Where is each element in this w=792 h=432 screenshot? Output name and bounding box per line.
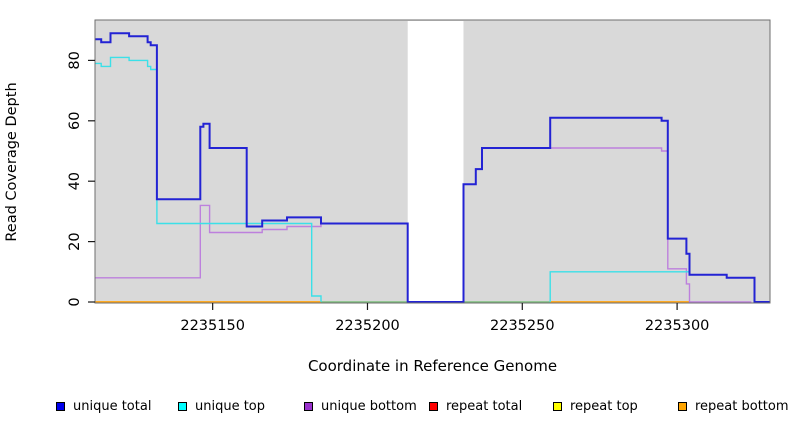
legend: unique total unique top unique bottom repea… xyxy=(0,398,792,418)
legend-label-unique-top: unique top xyxy=(195,399,266,414)
legend-label-repeat-top: repeat top xyxy=(570,399,638,414)
legend-swatch-unique-total xyxy=(56,402,65,411)
x-tick-label: 2235150 xyxy=(180,318,245,334)
x-tick-label: 2235200 xyxy=(335,318,400,334)
legend-swatch-repeat-top xyxy=(553,402,562,411)
legend-label-unique-total: unique total xyxy=(73,399,152,414)
series-line-unique-total xyxy=(95,32,770,303)
x-axis-title: Coordinate in Reference Genome xyxy=(307,357,558,375)
legend-swatch-repeat-bottom xyxy=(678,402,687,411)
y-tick-label: 40 xyxy=(67,172,83,190)
legend-swatch-repeat-total xyxy=(429,402,438,411)
legend-label-repeat-bottom: repeat bottom xyxy=(695,399,789,414)
legend-swatch-unique-top xyxy=(178,402,187,411)
plot-frame xyxy=(94,19,771,304)
coverage-gap-band xyxy=(407,21,464,303)
legend-label-repeat-total: repeat total xyxy=(446,399,523,414)
y-axis-title: Read Coverage Depth xyxy=(4,82,20,242)
y-tick-label: 80 xyxy=(67,51,83,69)
series-line-unique-top xyxy=(95,56,322,302)
series-line-unique-top xyxy=(549,271,690,302)
legend-swatch-unique-bottom xyxy=(304,402,313,411)
legend-label-unique-bottom: unique bottom xyxy=(321,399,417,414)
y-tick-label: 20 xyxy=(67,232,83,250)
x-tick-label: 2235250 xyxy=(490,318,555,334)
y-tick-label: 0 xyxy=(67,297,83,306)
x-tick-label: 2235300 xyxy=(645,318,710,334)
y-tick-label: 60 xyxy=(67,112,83,130)
